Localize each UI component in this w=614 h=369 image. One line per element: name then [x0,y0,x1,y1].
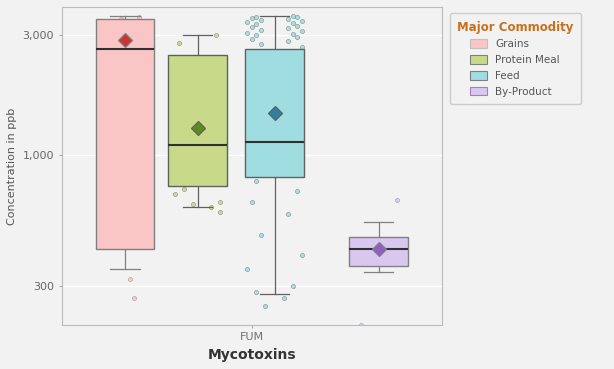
Point [279,294,289,300]
Point [283,25,293,31]
Point [383,246,392,252]
X-axis label: Mycotoxins: Mycotoxins [208,348,296,362]
Point [134,14,144,20]
Bar [168,55,227,186]
Point [288,170,298,176]
Point [111,47,121,53]
Point [297,44,306,50]
Point [252,178,262,184]
Point [292,108,302,114]
Point [288,13,298,18]
Point [260,88,270,94]
Point [179,186,189,192]
Point [252,58,262,63]
Point [216,210,225,215]
Point [279,71,289,77]
Point [288,20,298,26]
Point [283,16,293,22]
Point [247,199,257,205]
Point [252,289,262,294]
Bar [96,19,155,249]
Point [252,32,262,38]
Point [201,172,211,178]
Point [211,32,220,38]
Point [297,152,306,158]
Bar [245,49,304,177]
Point [256,232,266,238]
Point [292,34,302,40]
Point [170,191,180,197]
Point [243,48,252,54]
Point [174,40,184,46]
Point [256,41,266,47]
Point [288,283,298,289]
Point [129,294,139,300]
Point [392,197,402,203]
Point [292,14,302,20]
Point [247,24,257,30]
Point [288,31,298,37]
Point [216,199,225,205]
Point [184,180,193,186]
Point [256,27,266,33]
Point [297,18,306,24]
Point [292,188,302,194]
Point [243,19,252,25]
Point [252,14,262,20]
Point [247,120,257,125]
Point [283,132,293,138]
Point [125,276,134,282]
Point [174,156,184,162]
Bar [349,237,408,266]
Point [356,322,365,328]
Point [243,161,252,167]
Point [288,52,298,58]
Y-axis label: Concentration in ppb: Concentration in ppb [7,107,17,224]
Point [292,23,302,29]
Point [247,36,257,42]
Point [283,38,293,44]
Point [243,30,252,35]
Point [256,142,266,148]
Point [283,211,293,217]
Point [252,21,262,27]
Point [206,204,216,210]
Legend: Grains, Protein Meal, Feed, By-Product: Grains, Protein Meal, Feed, By-Product [449,13,581,104]
Point [247,15,257,21]
Point [260,303,270,309]
Point [115,16,125,22]
Point [297,28,306,34]
Point [256,17,266,23]
Point [243,266,252,272]
Point [297,252,306,258]
Point [211,161,220,167]
Point [188,201,198,207]
